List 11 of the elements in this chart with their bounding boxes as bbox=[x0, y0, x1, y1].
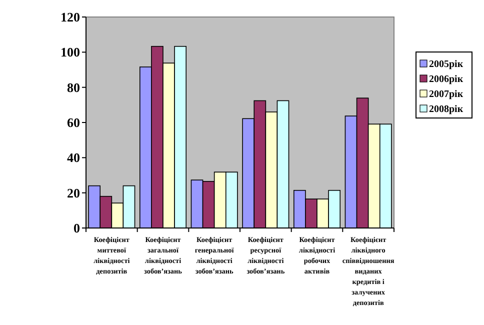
legend-label: 2005рік bbox=[429, 59, 464, 70]
y-tick-label: 100 bbox=[60, 44, 80, 60]
legend-label: 2007рік bbox=[429, 89, 464, 100]
y-tick-label: 120 bbox=[60, 10, 80, 25]
y-tick-label: 60 bbox=[67, 115, 80, 130]
legend-label: 2006рік bbox=[429, 74, 464, 85]
y-tick-label: 40 bbox=[67, 150, 80, 166]
y-tick-label: 80 bbox=[67, 80, 80, 95]
y-tick-label: 0 bbox=[74, 220, 80, 236]
y-tick-label: 20 bbox=[67, 185, 80, 200]
legend-label: 2008рік bbox=[429, 104, 464, 115]
